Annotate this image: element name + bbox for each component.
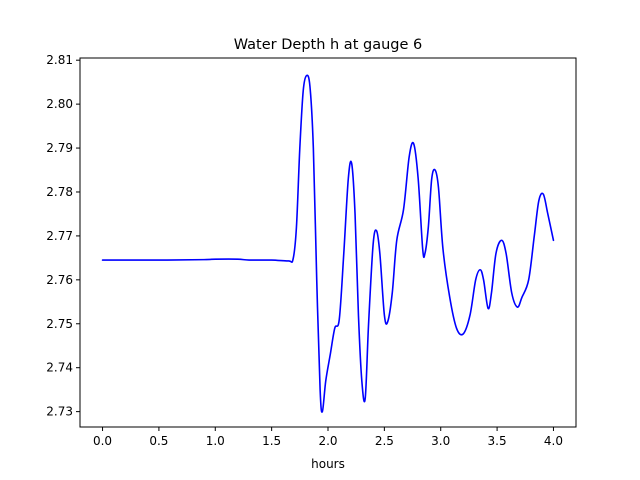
y-tick-label: 2.80	[46, 97, 73, 111]
x-tick-label: 2.5	[375, 434, 394, 448]
plot-area	[101, 74, 555, 413]
y-tick-label: 2.79	[46, 141, 73, 155]
series-line-0	[101, 74, 555, 413]
x-tick-label: 1.0	[206, 434, 225, 448]
x-tick-label: 0.5	[149, 434, 168, 448]
y-tick-label: 2.77	[46, 229, 73, 243]
x-tick-label: 0.0	[93, 434, 112, 448]
y-tick-label: 2.73	[46, 405, 73, 419]
chart-title: Water Depth h at gauge 6	[234, 37, 422, 53]
x-tick-label: 3.0	[431, 434, 450, 448]
x-tick-label: 2.0	[318, 434, 337, 448]
axes: 0.0 0.5 1.0 1.5 2.0 2.5 3.0 3.5 4.0 2.73 2.74 2.75 2…	[46, 53, 577, 448]
x-tick-label: 4.0	[544, 434, 563, 448]
y-tick-label: 2.75	[46, 317, 73, 331]
y-tick-label: 2.81	[46, 53, 73, 67]
x-tick-label: 1.5	[262, 434, 281, 448]
y-tick-label: 2.74	[46, 361, 73, 375]
x-tick-label: 3.5	[488, 434, 507, 448]
x-axis-label: hours	[311, 457, 345, 471]
y-tick-label: 2.78	[46, 185, 73, 199]
y-tick-label: 2.76	[46, 273, 73, 287]
